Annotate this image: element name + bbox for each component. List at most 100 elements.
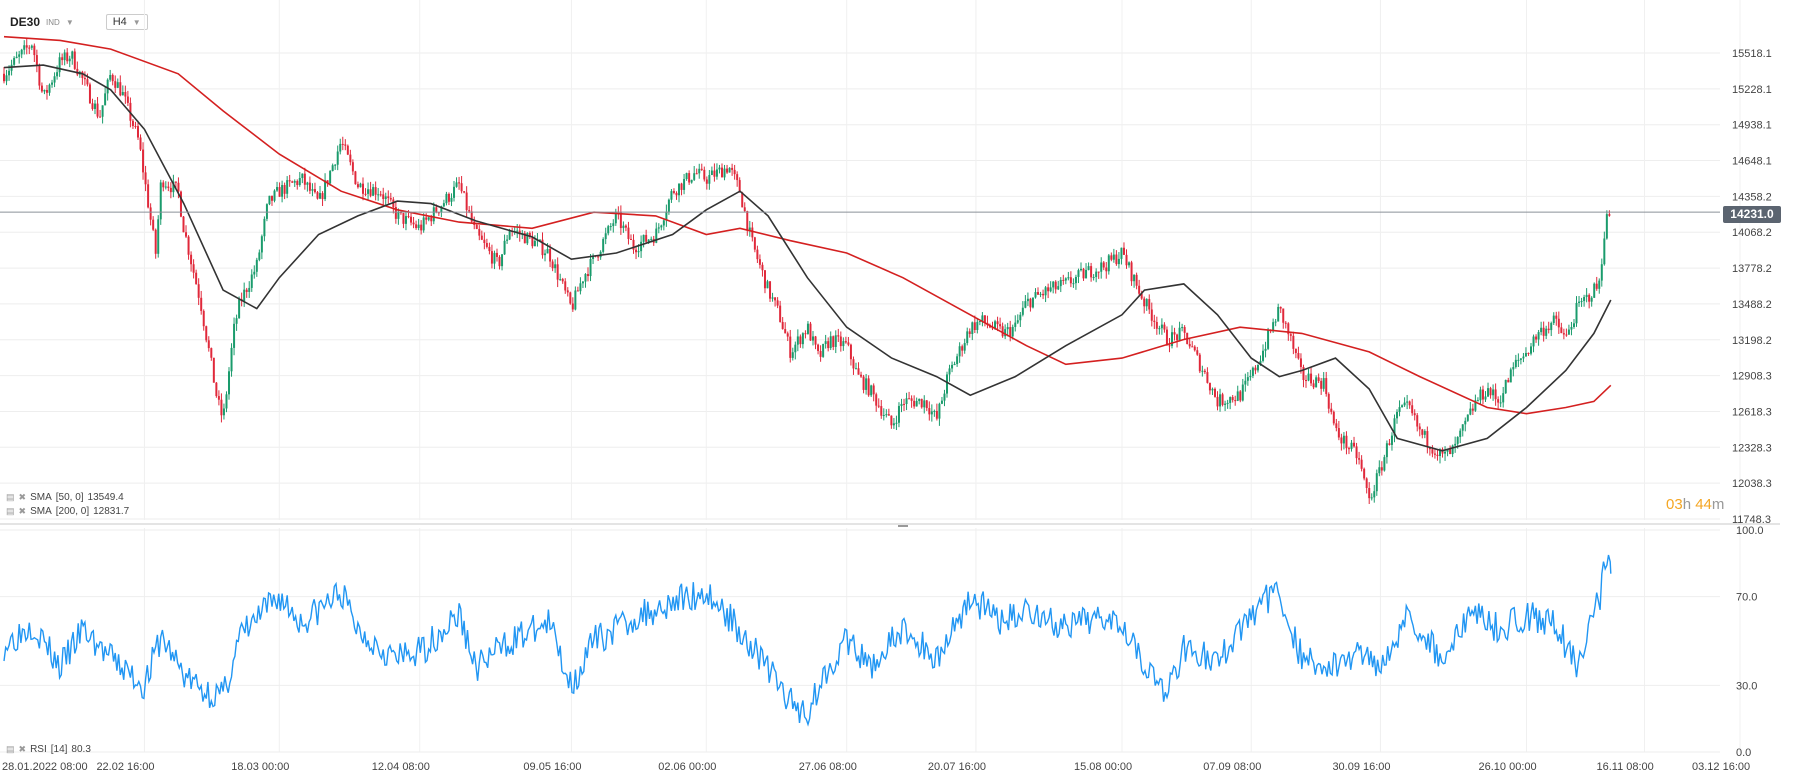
remove-icon[interactable]: ✖ — [18, 492, 27, 502]
candle-body — [495, 252, 498, 257]
candle-body — [822, 343, 825, 357]
candle-body — [635, 249, 638, 253]
candle-body — [1337, 428, 1340, 438]
settings-icon[interactable]: ▤ — [6, 492, 15, 502]
price-tick-label: 15228.1 — [1732, 84, 1772, 96]
symbol-dropdown-icon[interactable]: ▼ — [65, 17, 74, 27]
candle-body — [460, 183, 463, 192]
candle-body — [1062, 279, 1065, 281]
candle-body — [1423, 431, 1426, 435]
candle-body — [875, 394, 878, 406]
price-tick-label: 12908.3 — [1732, 371, 1772, 383]
legend-sma200[interactable]: ▤ ✖ SMA [200, 0] 12831.7 — [6, 506, 129, 517]
candle-body — [1600, 264, 1603, 281]
candle-body — [1542, 327, 1545, 336]
candle-body — [1213, 388, 1216, 397]
candle-body — [587, 274, 590, 277]
candle-body — [637, 251, 640, 253]
candle-body — [291, 181, 294, 183]
candle-body — [1009, 327, 1012, 337]
candle-body — [38, 65, 41, 86]
settings-icon[interactable]: ▤ — [6, 744, 15, 754]
candle-body — [389, 198, 392, 200]
candle-body — [94, 103, 97, 109]
candle-body — [506, 239, 509, 241]
candle-body — [655, 228, 658, 243]
candle-body — [1315, 377, 1318, 388]
candle-body — [91, 103, 94, 109]
candle-body — [1408, 401, 1411, 406]
candle-body — [837, 335, 840, 337]
candle-body — [329, 171, 332, 184]
candle-body — [195, 272, 198, 285]
candle-body — [872, 385, 875, 395]
candle-body — [660, 225, 663, 228]
candle-body — [733, 169, 736, 175]
candle-body — [574, 290, 577, 310]
candle-body — [1575, 302, 1578, 324]
candle-body — [288, 180, 291, 182]
time-tick-label: 03.12 16:00 — [1692, 761, 1750, 773]
candle-body — [1378, 467, 1381, 474]
candle-body — [1416, 415, 1419, 427]
time-tick-label: 15.08 00:00 — [1074, 761, 1132, 773]
candle-body — [1284, 322, 1287, 324]
candle-body — [1555, 315, 1558, 319]
remove-icon[interactable]: ✖ — [18, 506, 27, 516]
candle-body — [5, 75, 8, 82]
candle-body — [1517, 359, 1520, 361]
candle-body — [670, 191, 673, 200]
candle-body — [1216, 396, 1219, 407]
candle-body — [1426, 431, 1429, 447]
candle-body — [387, 196, 390, 199]
candle-body — [786, 333, 789, 337]
candle-body — [1069, 277, 1072, 284]
candle-body — [763, 270, 766, 289]
candle-body — [1044, 287, 1047, 296]
candle-body — [1274, 321, 1277, 323]
candle-body — [1206, 372, 1209, 383]
candle-body — [51, 82, 54, 85]
remove-icon[interactable]: ✖ — [18, 744, 27, 754]
candle-body — [1390, 435, 1393, 445]
sma50-value: 13549.4 — [87, 492, 124, 503]
time-tick-label: 12.04 08:00 — [372, 761, 430, 773]
candle-body — [1229, 397, 1232, 403]
candle-body — [695, 173, 698, 175]
candle-body — [1095, 271, 1098, 277]
candle-body — [528, 232, 531, 237]
settings-icon[interactable]: ▤ — [6, 506, 15, 516]
candle-body — [604, 233, 607, 240]
candle-body — [488, 246, 491, 252]
candle-body — [1064, 278, 1067, 281]
legend-rsi[interactable]: ▤ ✖ RSI [14] 80.3 — [6, 744, 91, 755]
timeframe-select[interactable]: H4 ▼ — [105, 14, 148, 30]
candle-body — [571, 303, 574, 310]
candle-body — [705, 179, 708, 184]
candle-body — [63, 52, 66, 61]
candle-body — [308, 182, 311, 191]
candle-body — [736, 174, 739, 181]
candle-body — [569, 292, 572, 304]
sma50-line — [3, 64, 1612, 452]
candle-body — [1307, 373, 1310, 381]
candle-body — [311, 189, 314, 191]
legend-sma50[interactable]: ▤ ✖ SMA [50, 0] 13549.4 — [6, 492, 124, 503]
candle-body — [614, 211, 617, 224]
candle-body — [1102, 262, 1105, 268]
candle-body — [1019, 314, 1022, 321]
candle-body — [622, 225, 625, 229]
candle-body — [976, 321, 979, 330]
candle-body — [136, 126, 139, 138]
candle-body — [1171, 332, 1174, 346]
candle-body — [544, 253, 547, 256]
candle-body — [913, 400, 916, 407]
candle-body — [948, 368, 951, 375]
symbol-label[interactable]: DE30 — [10, 15, 41, 29]
candle-body — [407, 216, 410, 218]
candle-body — [951, 364, 954, 369]
candle-body — [440, 206, 443, 213]
candle-body — [700, 168, 703, 170]
candle-body — [190, 254, 193, 265]
